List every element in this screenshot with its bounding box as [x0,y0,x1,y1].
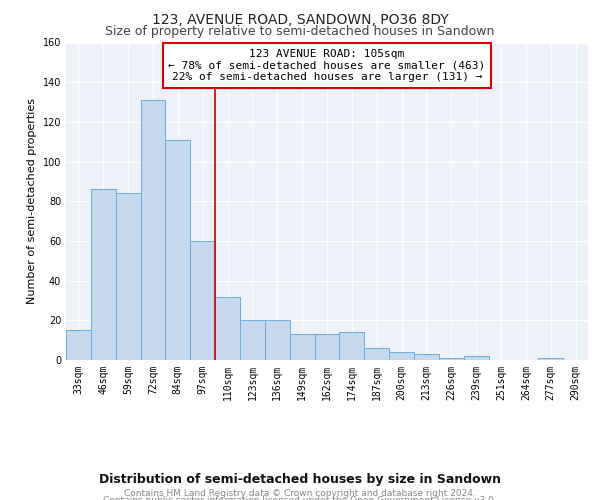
Bar [240,320,265,360]
Bar [414,354,439,360]
Text: Contains HM Land Registry data © Crown copyright and database right 2024.: Contains HM Land Registry data © Crown c… [124,489,476,498]
Text: Size of property relative to semi-detached houses in Sandown: Size of property relative to semi-detach… [106,25,494,38]
Y-axis label: Number of semi-detached properties: Number of semi-detached properties [27,98,37,304]
Bar [215,296,240,360]
Bar [265,320,290,360]
Bar [116,194,140,360]
Bar [538,358,563,360]
Bar [290,334,314,360]
Bar [166,140,190,360]
Bar [364,348,389,360]
Bar [389,352,414,360]
Text: 123 AVENUE ROAD: 105sqm
← 78% of semi-detached houses are smaller (463)
22% of s: 123 AVENUE ROAD: 105sqm ← 78% of semi-de… [169,49,485,82]
Bar [66,330,91,360]
Text: 123, AVENUE ROAD, SANDOWN, PO36 8DY: 123, AVENUE ROAD, SANDOWN, PO36 8DY [152,12,448,26]
Bar [314,334,340,360]
Bar [439,358,464,360]
Bar [340,332,364,360]
Bar [140,100,166,360]
Text: Contains public sector information licensed under the Open Government Licence v3: Contains public sector information licen… [103,496,497,500]
Text: Distribution of semi-detached houses by size in Sandown: Distribution of semi-detached houses by … [99,472,501,486]
Bar [190,241,215,360]
Bar [464,356,488,360]
Bar [91,190,116,360]
